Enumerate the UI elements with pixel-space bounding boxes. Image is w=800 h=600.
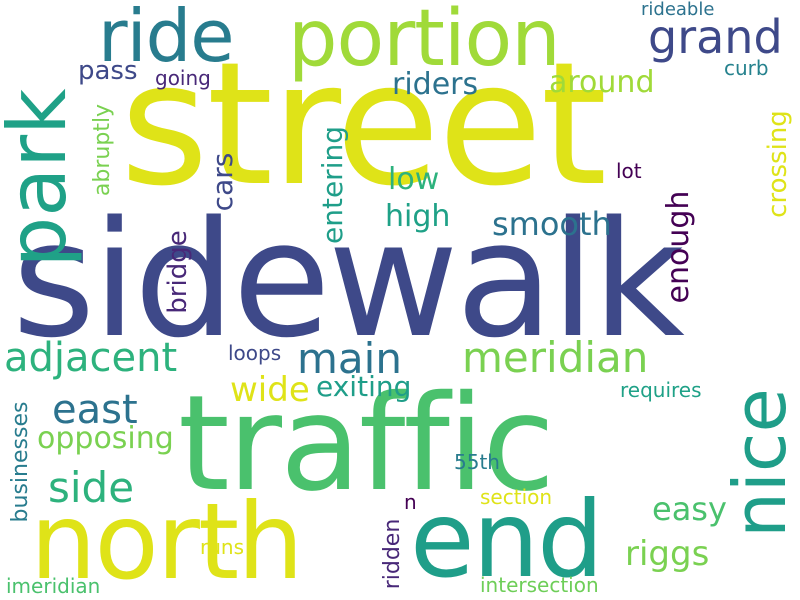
- word-main: main: [297, 334, 402, 383]
- word-high: high: [385, 199, 451, 234]
- word-low: low: [388, 162, 440, 197]
- word-riggs: riggs: [625, 534, 710, 574]
- word-lot: lot: [616, 159, 642, 183]
- word-cars: cars: [206, 152, 239, 212]
- word-requires: requires: [620, 378, 702, 402]
- word-ridden: ridden: [380, 518, 405, 590]
- word-grand: grand: [648, 10, 783, 64]
- word-55th: 55th: [454, 450, 500, 474]
- word-entering: entering: [316, 126, 349, 244]
- word-adjacent: adjacent: [4, 335, 178, 381]
- word-smooth: smooth: [492, 205, 612, 243]
- word-enough: enough: [661, 190, 696, 304]
- word-street: street: [120, 26, 607, 224]
- word-pass: pass: [78, 56, 138, 86]
- word-going: going: [155, 66, 211, 90]
- word-end: end: [410, 479, 604, 600]
- word-exiting: exiting: [316, 370, 412, 403]
- word-around: around: [549, 65, 655, 100]
- word-sidewalk: sidewalk: [12, 186, 685, 373]
- word-imeridian: imeridian: [6, 574, 101, 598]
- word-businesses: businesses: [8, 401, 33, 523]
- word-intersection: intersection: [480, 573, 599, 597]
- word-abruptly: abruptly: [90, 103, 115, 197]
- word-loops: loops: [228, 341, 282, 365]
- word-north: north: [30, 481, 304, 600]
- word-side: side: [48, 463, 135, 512]
- word-traffic: traffic: [178, 367, 555, 521]
- word-park: park: [0, 88, 84, 268]
- word-riders: riders: [392, 67, 479, 102]
- word-bridge: bridge: [163, 230, 193, 314]
- word-section: section: [480, 485, 553, 509]
- word-east: east: [52, 387, 138, 433]
- word-runs: runs: [200, 535, 244, 559]
- word-portion: portion: [288, 0, 561, 84]
- word-easy: easy: [652, 490, 727, 528]
- word-crossing: crossing: [763, 110, 793, 218]
- word-curb: curb: [724, 56, 769, 80]
- word-n: n: [404, 490, 417, 514]
- word-meridian: meridian: [462, 333, 649, 382]
- word-nice: nice: [718, 388, 800, 538]
- word-ride: ride: [98, 0, 235, 78]
- word-wide: wide: [230, 370, 310, 410]
- word-rideable: rideable: [641, 0, 715, 20]
- word-opposing: opposing: [37, 421, 174, 456]
